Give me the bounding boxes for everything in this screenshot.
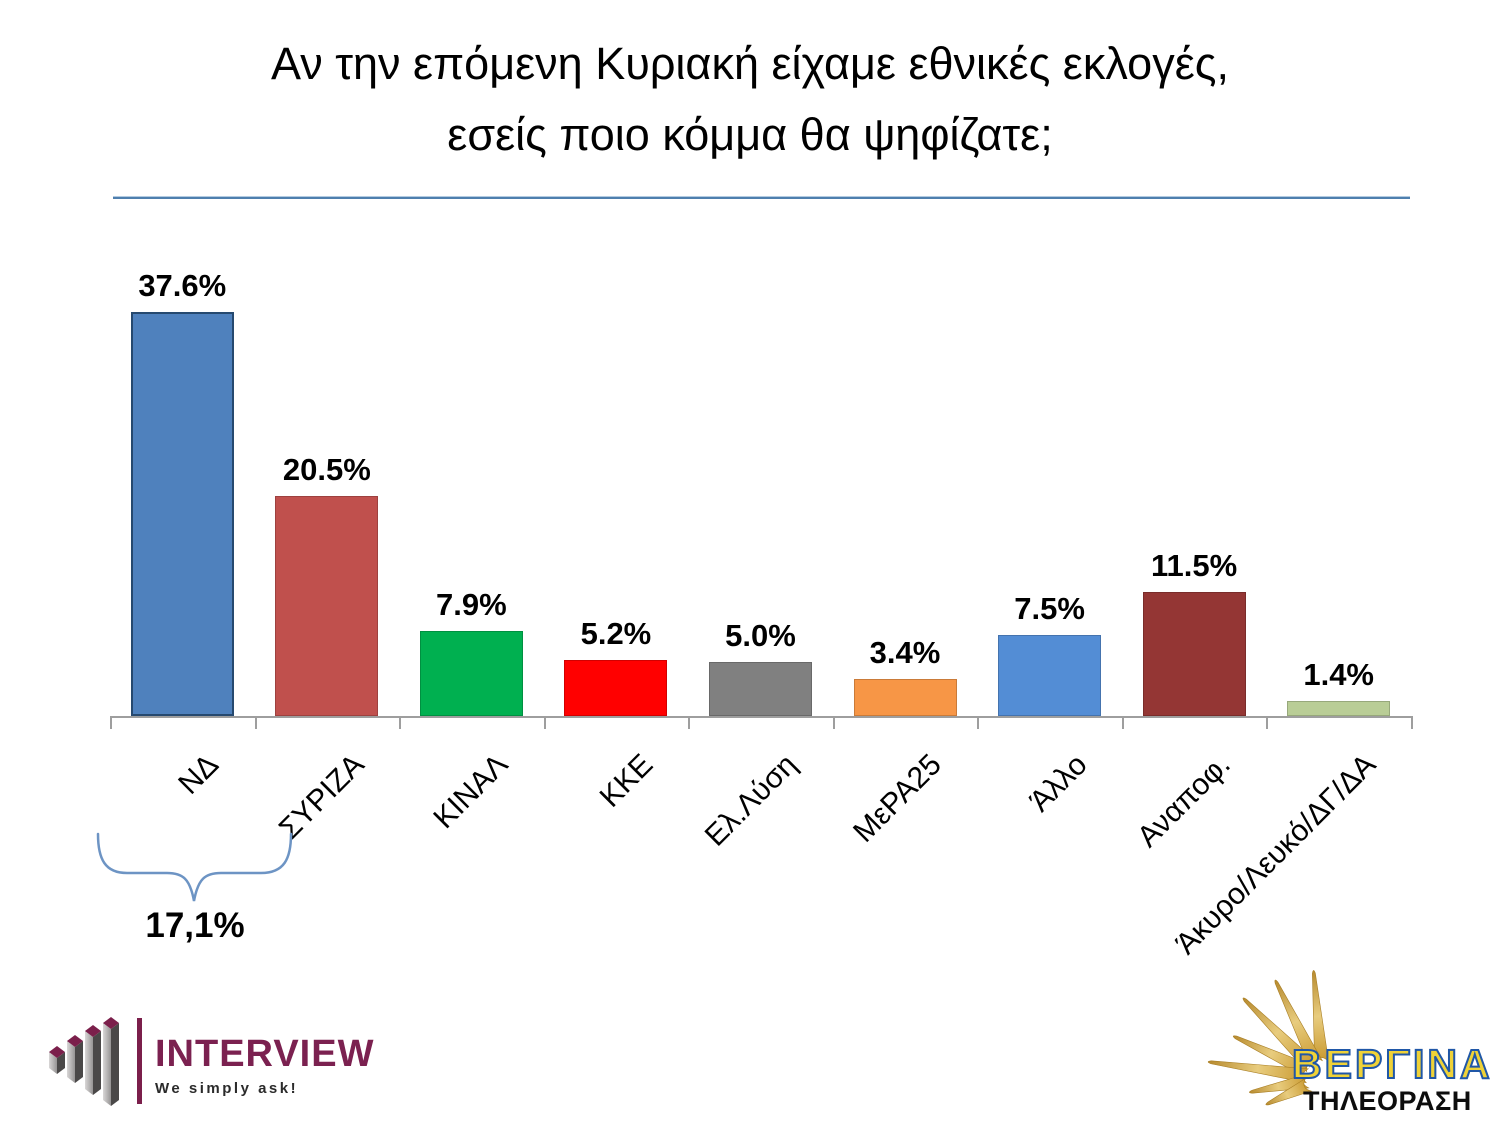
category-label: ΝΔ (172, 748, 226, 801)
bar-value-label: 7.5% (1014, 591, 1085, 627)
bar-ΜεΡΑ25 (853, 679, 957, 716)
category-label: ΚΚΕ (593, 748, 660, 814)
bar-value-label: 7.9% (436, 587, 507, 623)
x-axis-tick (977, 716, 980, 729)
interview-logo-tagline: We simply ask! (155, 1079, 299, 1097)
brace-annotation (96, 832, 293, 902)
vergina-logo-subtitle: ΤΗΛΕΟΡΑΣΗ (1303, 1086, 1472, 1116)
bar-value-label: 20.5% (282, 451, 371, 487)
bar-ΣΥΡΙΖΑ (275, 495, 379, 716)
category-label: Ελ.Λύση (699, 748, 804, 853)
bar-Αναποφ. (1142, 592, 1246, 716)
x-axis-tick (399, 716, 402, 729)
vergina-sun-icon (1207, 970, 1330, 1106)
bar-value-label: 5.2% (580, 616, 652, 652)
x-axis-tick (110, 716, 112, 729)
vergina-logo: ΒΕΡΓΙΝΑ ΤΗΛΕΟΡΑΣΗ (1185, 956, 1500, 1124)
x-axis-line (110, 716, 1411, 718)
category-label: Άλλο (1022, 748, 1094, 819)
vergina-logo-name: ΒΕΡΓΙΝΑ (1291, 1041, 1493, 1087)
x-axis-tick (543, 716, 546, 729)
category-label: ΜεΡΑ25 (847, 748, 948, 849)
bar-ΚΙΝΑΛ (419, 631, 523, 716)
bar-ΚΚΕ (564, 660, 668, 716)
x-axis-tick (1410, 716, 1413, 729)
x-axis-tick (688, 716, 691, 729)
page-title: Αν την επόμενη Κυριακή είχαμε εθνικές εκ… (271, 38, 1229, 161)
interview-logo-name: INTERVIEW (155, 1032, 375, 1075)
interview-logo: INTERVIEW We simply ask! (45, 1016, 374, 1111)
bar-value-label: 3.4% (869, 635, 941, 671)
x-axis-tick (1266, 716, 1269, 729)
x-axis-tick (254, 716, 257, 729)
bar-Άκυρο/Λευκό/ΔΓ/ΔΑ (1287, 700, 1391, 716)
bar-Ελ.Λύση (708, 662, 812, 716)
interview-logo-separator (137, 1018, 142, 1104)
bar-value-label: 5.0% (725, 618, 796, 654)
title-divider (113, 196, 1410, 199)
bar-Άλλο (998, 635, 1102, 716)
interview-bars-icon (49, 1017, 119, 1106)
brace-value-label: 17,1% (145, 906, 245, 945)
bar-value-label: 37.6% (138, 268, 227, 304)
x-axis-tick (832, 716, 835, 729)
x-axis-tick (1121, 716, 1124, 729)
category-label: ΚΙΝΑΛ (427, 748, 515, 836)
category-label: Αναποφ. (1131, 748, 1238, 854)
bar-value-label: 11.5% (1151, 548, 1238, 584)
bar-value-label: 1.4% (1303, 656, 1375, 692)
bar-ΝΔ (130, 312, 234, 716)
